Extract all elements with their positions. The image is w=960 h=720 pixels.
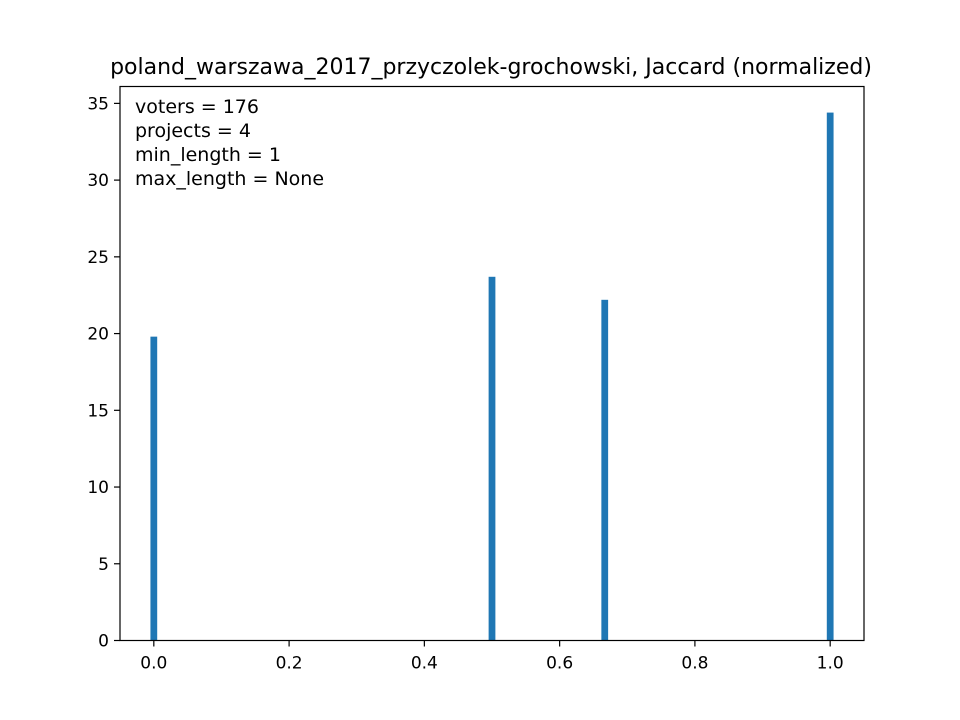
x-tick-label: 0.4 [411, 654, 438, 674]
annotation-projects: projects = 4 [135, 120, 251, 142]
x-tick-label: 0.0 [140, 654, 167, 674]
y-tick-label: 20 [87, 325, 109, 345]
y-tick-label: 0 [98, 632, 109, 652]
x-axis: 0.0 0.2 0.4 0.6 0.8 1.0 [140, 640, 844, 674]
bar [488, 276, 496, 641]
y-axis: 0 5 10 15 20 25 30 35 [87, 94, 120, 652]
x-tick-label: 0.8 [681, 654, 708, 674]
bar [601, 299, 609, 641]
y-tick-label: 30 [87, 171, 109, 191]
chart-title: poland_warszawa_2017_przyczolek-grochows… [110, 55, 872, 80]
bars-group [150, 112, 834, 641]
x-tick-label: 0.2 [276, 654, 303, 674]
y-tick-label: 5 [98, 555, 109, 575]
x-tick-label: 1.0 [817, 654, 844, 674]
plot-area-frame [119, 85, 865, 642]
y-tick-label: 25 [87, 248, 109, 268]
y-tick-label: 35 [87, 94, 109, 114]
annotation-max-length: max_length = None [135, 168, 324, 190]
stats-annotation: voters = 176 projects = 4 min_length = 1… [135, 96, 324, 190]
annotation-min-length: min_length = 1 [135, 144, 281, 166]
bar [826, 112, 834, 641]
x-tick-label: 0.6 [546, 654, 573, 674]
y-tick-label: 15 [87, 401, 109, 421]
y-tick-label: 10 [87, 478, 109, 498]
annotation-voters: voters = 176 [135, 96, 259, 118]
bar [150, 336, 158, 641]
